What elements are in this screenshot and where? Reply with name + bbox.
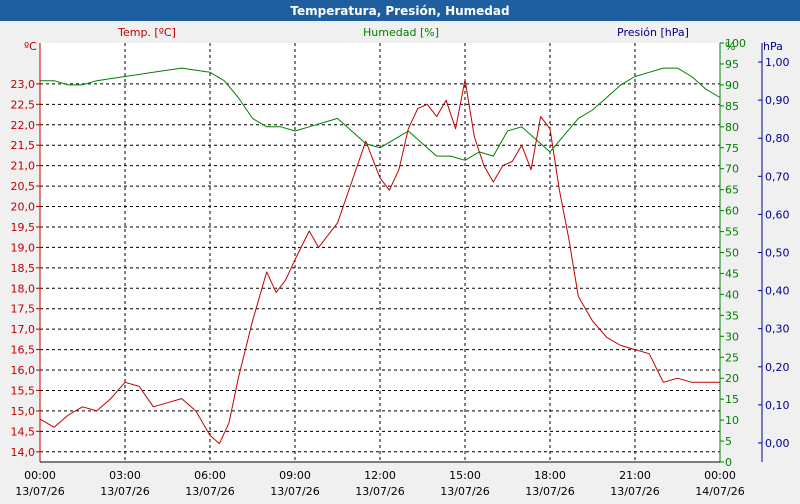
temp-tick-label: 16,5 <box>11 344 36 357</box>
humidity-tick-label: 30 <box>725 330 739 343</box>
humidity-tick-label: 70 <box>725 163 739 176</box>
humidity-tick-label: 15 <box>725 393 739 406</box>
humidity-tick-label: 35 <box>725 309 739 322</box>
humidity-tick-label: 95 <box>725 58 739 71</box>
temp-tick-label: 20,5 <box>11 180 36 193</box>
pressure-tick-label: 0,60 <box>765 208 790 221</box>
x-tick-date: 13/07/26 <box>610 485 659 498</box>
x-tick-date: 13/07/26 <box>15 485 64 498</box>
humidity-tick-label: 0 <box>725 456 732 469</box>
pressure-tick-label: 0,70 <box>765 170 790 183</box>
temp-tick-label: 21,5 <box>11 139 36 152</box>
pressure-tick-label: 0,20 <box>765 361 790 374</box>
humidity-tick-label: 25 <box>725 351 739 364</box>
chart: 00:00 13/07/26 03:00 13/07/26 06:00 13/07/26 0… <box>0 21 800 500</box>
temp-tick-label: 14,0 <box>11 446 36 459</box>
temp-tick-label: 19,5 <box>11 221 36 234</box>
temp-tick-label: 19,0 <box>11 241 36 254</box>
series-line-humidity <box>40 67 721 161</box>
x-tick-date: 13/07/26 <box>440 485 489 498</box>
x-tick-time: 03:00 <box>109 469 141 482</box>
x-tick-time: 09:00 <box>279 469 311 482</box>
x-tick-time: 12:00 <box>364 469 396 482</box>
humidity-tick-label: 40 <box>725 288 739 301</box>
pressure-unit-label: hPa <box>763 40 783 53</box>
temp-tick-label: 16,0 <box>11 364 36 377</box>
x-tick-time: 15:00 <box>449 469 481 482</box>
labels-layer: 00:00 13/07/26 03:00 13/07/26 06:00 13/07/26 0… <box>11 26 790 498</box>
pressure-tick-label: 0,80 <box>765 132 790 145</box>
humidity-tick-label: 10 <box>725 414 739 427</box>
humidity-unit-label: % <box>725 40 735 53</box>
humidity-tick-label: 100 <box>725 37 746 50</box>
legend-label: Temp. [ºC] <box>117 26 176 39</box>
humidity-tick-label: 80 <box>725 121 739 134</box>
humidity-tick-label: 45 <box>725 267 739 280</box>
humidity-tick-label: 50 <box>725 247 739 260</box>
temp-tick-label: 15,5 <box>11 384 36 397</box>
temp-tick-label: 22,0 <box>11 119 36 132</box>
humidity-tick-label: 60 <box>725 205 739 218</box>
chart-title: Temperatura, Presión, Humedad <box>0 0 800 21</box>
humidity-tick-label: 65 <box>725 184 739 197</box>
humidity-tick-label: 20 <box>725 372 739 385</box>
x-tick-date: 13/07/26 <box>185 485 234 498</box>
pressure-tick-label: 0,50 <box>765 247 790 260</box>
temp-tick-label: 22,5 <box>11 98 36 111</box>
axes-layer <box>36 42 763 463</box>
pressure-tick-label: 0,00 <box>765 437 790 450</box>
x-tick-time: 21:00 <box>619 469 651 482</box>
humidity-tick-label: 5 <box>725 435 732 448</box>
x-tick-date: 14/07/26 <box>695 485 744 498</box>
temp-tick-label: 21,0 <box>11 160 36 173</box>
x-tick-time: 18:00 <box>534 469 566 482</box>
temp-tick-label: 17,0 <box>11 323 36 336</box>
grid <box>40 43 720 462</box>
temp-tick-label: 23,0 <box>11 78 36 91</box>
humidity-tick-label: 85 <box>725 100 739 113</box>
x-tick-date: 13/07/26 <box>525 485 574 498</box>
x-tick-time: 06:00 <box>194 469 226 482</box>
x-tick-date: 13/07/26 <box>355 485 404 498</box>
pressure-tick-label: 0,90 <box>765 94 790 107</box>
humidity-tick-label: 90 <box>725 79 739 92</box>
humidity-tick-label: 75 <box>725 142 739 155</box>
x-tick-date: 13/07/26 <box>100 485 149 498</box>
temp-tick-label: 20,0 <box>11 201 36 214</box>
pressure-tick-label: 0,40 <box>765 285 790 298</box>
temp-tick-label: 18,5 <box>11 262 36 275</box>
pressure-tick-label: 0,30 <box>765 323 790 336</box>
series-layer <box>39 67 721 445</box>
temp-tick-label: 15,0 <box>11 405 36 418</box>
series-line-temp <box>39 79 720 445</box>
legend-label: Humedad [%] <box>363 26 439 39</box>
temp-tick-label: 18,0 <box>11 282 36 295</box>
x-tick-time: 00:00 <box>24 469 56 482</box>
x-tick-date: 13/07/26 <box>270 485 319 498</box>
legend-label: Presión [hPa] <box>617 26 689 39</box>
pressure-tick-label: 1,00 <box>765 56 790 69</box>
pressure-tick-label: 0,10 <box>765 399 790 412</box>
temp-unit-label: ºC <box>24 40 37 53</box>
humidity-tick-label: 55 <box>725 226 739 239</box>
temp-tick-label: 17,5 <box>11 303 36 316</box>
chart-svg: 00:00 13/07/26 03:00 13/07/26 06:00 13/07/26 0… <box>11 26 790 498</box>
temp-tick-label: 14,5 <box>11 425 36 438</box>
x-tick-time: 00:00 <box>704 469 736 482</box>
